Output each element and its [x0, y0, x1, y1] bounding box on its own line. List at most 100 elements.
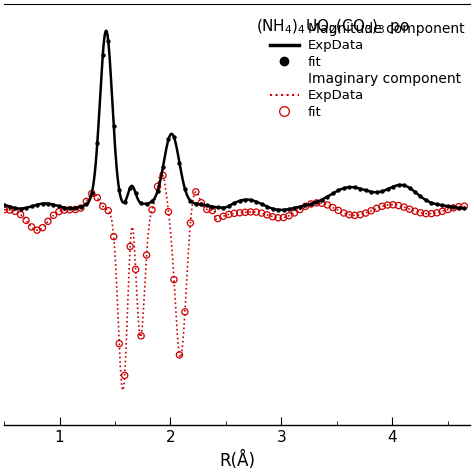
Point — [181, 185, 189, 192]
Point — [444, 206, 452, 213]
Point — [269, 205, 276, 212]
Point — [329, 204, 337, 211]
Point — [417, 192, 424, 200]
Point — [318, 196, 326, 203]
Point — [28, 223, 36, 231]
Point — [181, 308, 189, 316]
Point — [50, 211, 57, 219]
Point — [203, 201, 210, 209]
Point — [422, 210, 430, 218]
Point — [280, 214, 287, 221]
Point — [252, 208, 260, 216]
Point — [39, 200, 46, 208]
Point — [0, 201, 8, 209]
Point — [121, 198, 128, 206]
Point — [356, 185, 364, 192]
Point — [378, 188, 386, 195]
Point — [351, 211, 358, 219]
Point — [433, 209, 441, 217]
Point — [77, 204, 85, 212]
Point — [422, 196, 430, 204]
Point — [6, 203, 13, 210]
Point — [241, 196, 249, 203]
Point — [449, 204, 457, 212]
Point — [159, 163, 167, 171]
Point — [88, 189, 96, 197]
Point — [378, 202, 386, 210]
Point — [61, 204, 68, 211]
Point — [312, 198, 320, 206]
Point — [236, 197, 244, 205]
Point — [170, 133, 178, 141]
Point — [214, 204, 221, 211]
Point — [389, 183, 397, 191]
Point — [225, 210, 233, 218]
Point — [225, 202, 233, 210]
Point — [104, 37, 112, 45]
Point — [230, 210, 238, 217]
Point — [143, 200, 150, 207]
Point — [22, 204, 30, 212]
Point — [50, 201, 57, 209]
Point — [296, 206, 304, 213]
Point — [346, 211, 353, 219]
Point — [340, 209, 347, 217]
Point — [395, 202, 402, 210]
Point — [88, 190, 96, 197]
Point — [400, 203, 408, 211]
Point — [346, 183, 353, 191]
Point — [373, 205, 381, 212]
Point — [127, 184, 134, 191]
Point — [11, 208, 19, 215]
Point — [99, 202, 107, 210]
Point — [285, 212, 293, 219]
Point — [291, 204, 298, 212]
Point — [72, 204, 79, 212]
Text: (NH$_4$)$_4$UO$_2$(CO$_3$)$_3$ po: (NH$_4$)$_4$UO$_2$(CO$_3$)$_3$ po — [255, 17, 410, 36]
Point — [236, 209, 244, 217]
Point — [104, 207, 112, 214]
Point — [258, 210, 265, 217]
Point — [127, 243, 134, 250]
Point — [115, 186, 123, 194]
Point — [55, 208, 63, 215]
Point — [209, 207, 216, 214]
Point — [164, 136, 172, 143]
Point — [44, 200, 52, 207]
Point — [438, 201, 446, 209]
Point — [269, 213, 276, 220]
Point — [241, 209, 249, 216]
Point — [296, 203, 304, 210]
Point — [72, 206, 79, 213]
Point — [455, 203, 463, 210]
Point — [17, 211, 24, 219]
Point — [449, 203, 457, 211]
Point — [230, 199, 238, 207]
Point — [291, 209, 298, 217]
X-axis label: R(Å): R(Å) — [219, 451, 255, 470]
Point — [17, 205, 24, 212]
Point — [154, 187, 161, 195]
Point — [214, 215, 221, 222]
Point — [263, 203, 271, 210]
Point — [384, 201, 392, 209]
Point — [329, 190, 337, 197]
Point — [395, 181, 402, 189]
Point — [22, 217, 30, 224]
Point — [209, 203, 216, 210]
Point — [33, 201, 41, 209]
Point — [461, 202, 468, 210]
Point — [406, 184, 413, 191]
Point — [307, 200, 315, 208]
Point — [121, 372, 128, 379]
Point — [340, 184, 347, 192]
Point — [274, 206, 282, 213]
Point — [176, 159, 183, 166]
Point — [367, 207, 375, 215]
Point — [132, 190, 139, 197]
Point — [411, 208, 419, 215]
Point — [148, 206, 156, 214]
Point — [203, 206, 210, 213]
Point — [444, 202, 452, 210]
Point — [406, 205, 413, 213]
